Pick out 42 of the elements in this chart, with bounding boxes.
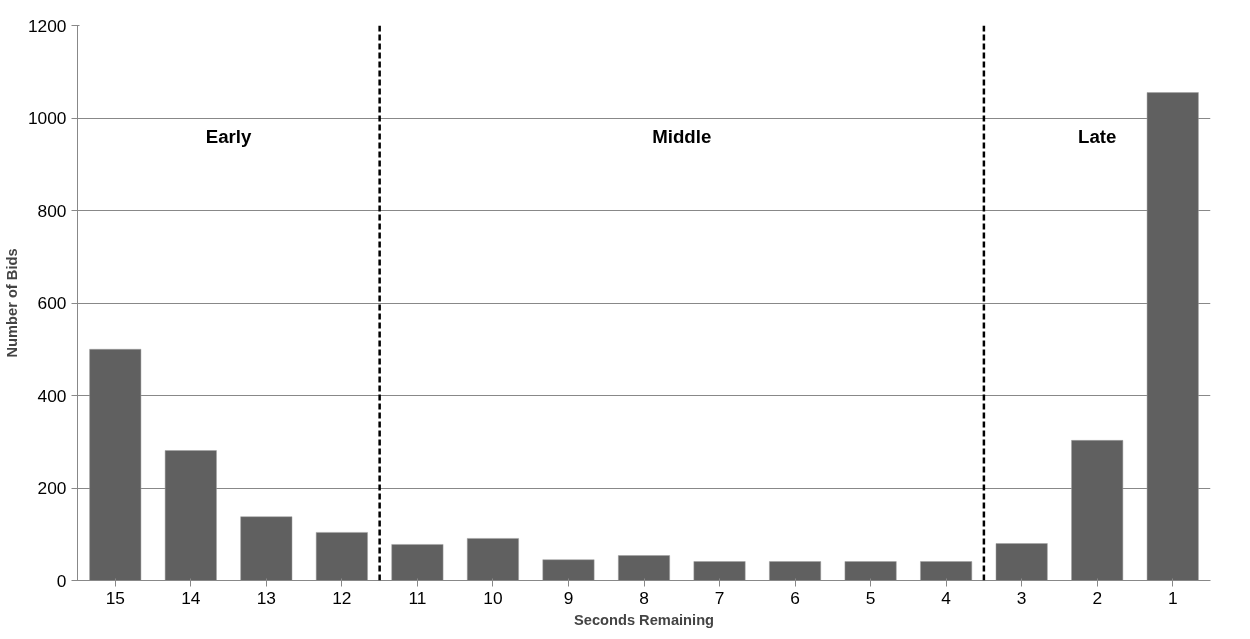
y-tick-label: 400 <box>37 385 67 406</box>
x-tick-label: 7 <box>714 587 725 608</box>
y-tick-label: 1200 <box>27 15 67 36</box>
x-tick-label: 2 <box>1092 587 1103 608</box>
bar <box>240 516 293 581</box>
y-tick-label: 600 <box>37 293 67 313</box>
x-tick-label: 4 <box>941 587 952 608</box>
bar <box>391 544 444 581</box>
bar <box>995 543 1048 581</box>
x-tick-label: 3 <box>1016 587 1027 608</box>
bar <box>844 561 897 581</box>
x-axis-title: Seconds Remaining <box>573 611 715 628</box>
bar <box>315 532 368 581</box>
bar <box>769 561 821 581</box>
x-tick-label: 8 <box>639 587 649 608</box>
y-tick-label: 800 <box>37 200 67 221</box>
x-tick-label: 1 <box>1167 587 1178 608</box>
bar <box>693 561 746 581</box>
x-tick-label: 14 <box>181 587 201 608</box>
bar <box>1071 440 1124 581</box>
bar <box>164 450 217 581</box>
x-tick-label: 15 <box>105 587 125 608</box>
x-tick-label: 10 <box>483 587 503 608</box>
x-tick-label: 12 <box>332 587 352 608</box>
bar <box>467 538 519 581</box>
bar <box>89 349 142 581</box>
y-axis-title: Number of Bids <box>3 248 20 358</box>
bar <box>618 555 670 581</box>
annotation: Middle <box>652 126 712 147</box>
x-tick-label: 5 <box>865 587 876 608</box>
bar <box>920 561 973 581</box>
bar <box>1146 92 1199 581</box>
x-tick-label: 11 <box>408 587 427 608</box>
y-tick-label: 0 <box>56 570 67 591</box>
annotation: Late <box>1078 126 1117 147</box>
y-tick-label: 1000 <box>27 108 67 128</box>
annotation: Early <box>205 126 253 147</box>
y-tick-label: 200 <box>37 478 67 498</box>
x-tick-label: 13 <box>256 587 276 608</box>
x-tick-label: 6 <box>790 587 800 608</box>
x-tick-label: 9 <box>563 587 574 608</box>
bar <box>542 559 595 581</box>
